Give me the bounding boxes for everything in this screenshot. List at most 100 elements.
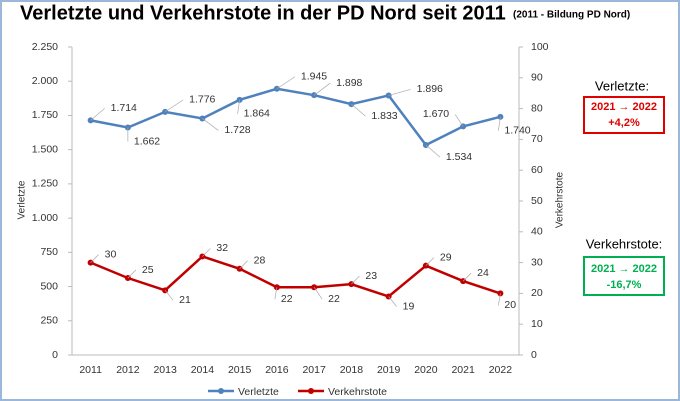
value-label: 1.670	[423, 108, 449, 120]
y-tick-label: 2.250	[32, 41, 58, 53]
label-leader	[462, 272, 472, 282]
value-label: 25	[142, 264, 154, 276]
value-label: 22	[281, 293, 293, 305]
label-leader	[274, 287, 278, 300]
annotation-box	[583, 256, 665, 296]
value-label: 1.896	[417, 83, 443, 95]
x-tick-label: 2013	[153, 364, 177, 376]
y-tick-label: 2.000	[32, 75, 58, 87]
y-tick-label: 0	[52, 349, 58, 361]
y2-tick-label: 10	[531, 318, 543, 330]
x-tick-label: 2015	[228, 364, 252, 376]
chart-title: Verletzte und Verkehrstote in der PD Nor…	[20, 2, 506, 24]
y-tick-label: 500	[40, 280, 58, 292]
label-leader	[313, 82, 331, 96]
x-tick-label: 2017	[302, 364, 326, 376]
label-leader	[388, 296, 397, 307]
series-line	[90, 87, 501, 147]
label-leader	[90, 254, 99, 263]
y2-tick-label: 70	[531, 133, 543, 145]
x-tick-label: 2012	[116, 364, 140, 376]
x-tick-label: 2019	[377, 364, 401, 376]
y-axis-label: Verletzte	[17, 180, 28, 219]
label-leader	[127, 269, 137, 279]
x-tick-label: 2020	[414, 364, 438, 376]
value-label: 32	[216, 242, 228, 254]
annotation: Verletzte:	[595, 78, 649, 93]
value-label: 24	[477, 267, 489, 279]
y2-tick-label: 60	[531, 164, 543, 176]
value-label: 29	[440, 251, 452, 263]
annotation: +4,2%	[608, 117, 640, 129]
chart-subtitle: (2011 - Bildung PD Nord)	[513, 10, 630, 21]
legend-marker	[308, 388, 314, 394]
x-tick-label: 2021	[451, 364, 475, 376]
y2-tick-label: 0	[531, 349, 537, 361]
y2-tick-label: 100	[531, 41, 549, 53]
value-label: 1.864	[244, 108, 270, 120]
label-leader	[202, 118, 219, 131]
label-leader	[498, 116, 501, 131]
value-label: 1.714	[111, 102, 137, 114]
x-tick-label: 2014	[191, 364, 215, 376]
y2-tick-label: 80	[531, 102, 543, 114]
label-leader	[164, 99, 184, 113]
label-leader	[313, 287, 323, 300]
value-label: 1.898	[336, 77, 362, 89]
label-leader	[454, 114, 464, 127]
label-leader	[498, 293, 501, 306]
label-leader	[425, 257, 435, 266]
annotation: 2021 → 2022	[591, 101, 657, 113]
value-label: 28	[254, 255, 266, 267]
x-tick-label: 2022	[489, 364, 513, 376]
y-tick-label: 1.500	[32, 143, 58, 155]
y-tick-label: 1.750	[32, 109, 58, 121]
label-leader	[388, 89, 411, 96]
annotation: Verkehrstote:	[586, 236, 663, 251]
y-tick-label: 250	[40, 315, 58, 327]
label-leader	[425, 144, 441, 158]
value-label: 1.945	[301, 71, 327, 83]
value-label: 1.728	[224, 124, 250, 136]
value-label: 1.833	[371, 110, 397, 122]
value-label: 23	[365, 270, 377, 282]
label-leader	[202, 248, 211, 257]
x-tick-label: 2011	[79, 364, 102, 376]
value-label: 1.662	[134, 135, 160, 147]
legend-marker	[218, 388, 224, 394]
legend-label: Verkehrstote	[328, 386, 387, 398]
value-label: 20	[504, 299, 516, 311]
series-marker	[124, 124, 131, 131]
label-leader	[237, 99, 240, 114]
value-label: 1.534	[446, 151, 472, 163]
y-tick-label: 1.250	[32, 178, 58, 190]
legend-label: Verletzte	[238, 386, 279, 398]
label-leader	[164, 290, 174, 301]
label-leader	[351, 103, 366, 117]
value-label: 30	[105, 248, 117, 260]
x-tick-label: 2018	[340, 364, 364, 376]
annotation: 2021 → 2022	[591, 263, 657, 275]
y-tick-label: 750	[40, 246, 58, 258]
value-label: 21	[179, 294, 191, 306]
y2-tick-label: 40	[531, 226, 543, 238]
value-label: 22	[328, 293, 340, 305]
label-leader	[276, 76, 296, 90]
y2-tick-label: 30	[531, 256, 543, 268]
label-leader	[239, 260, 248, 270]
value-label: 19	[403, 300, 415, 312]
annotation: -16,7%	[607, 279, 642, 291]
value-label: 1.740	[504, 125, 530, 137]
annotation-box	[583, 96, 665, 134]
y2-tick-label: 50	[531, 195, 543, 207]
x-tick-label: 2016	[265, 364, 289, 376]
y2-axis-label: Verkehrstote	[555, 171, 566, 228]
series-line	[90, 255, 501, 298]
y-tick-label: 1.000	[32, 212, 58, 224]
label-leader	[351, 275, 360, 285]
label-leader	[90, 108, 105, 121]
value-label: 1.776	[189, 94, 215, 106]
y2-tick-label: 90	[531, 72, 543, 84]
